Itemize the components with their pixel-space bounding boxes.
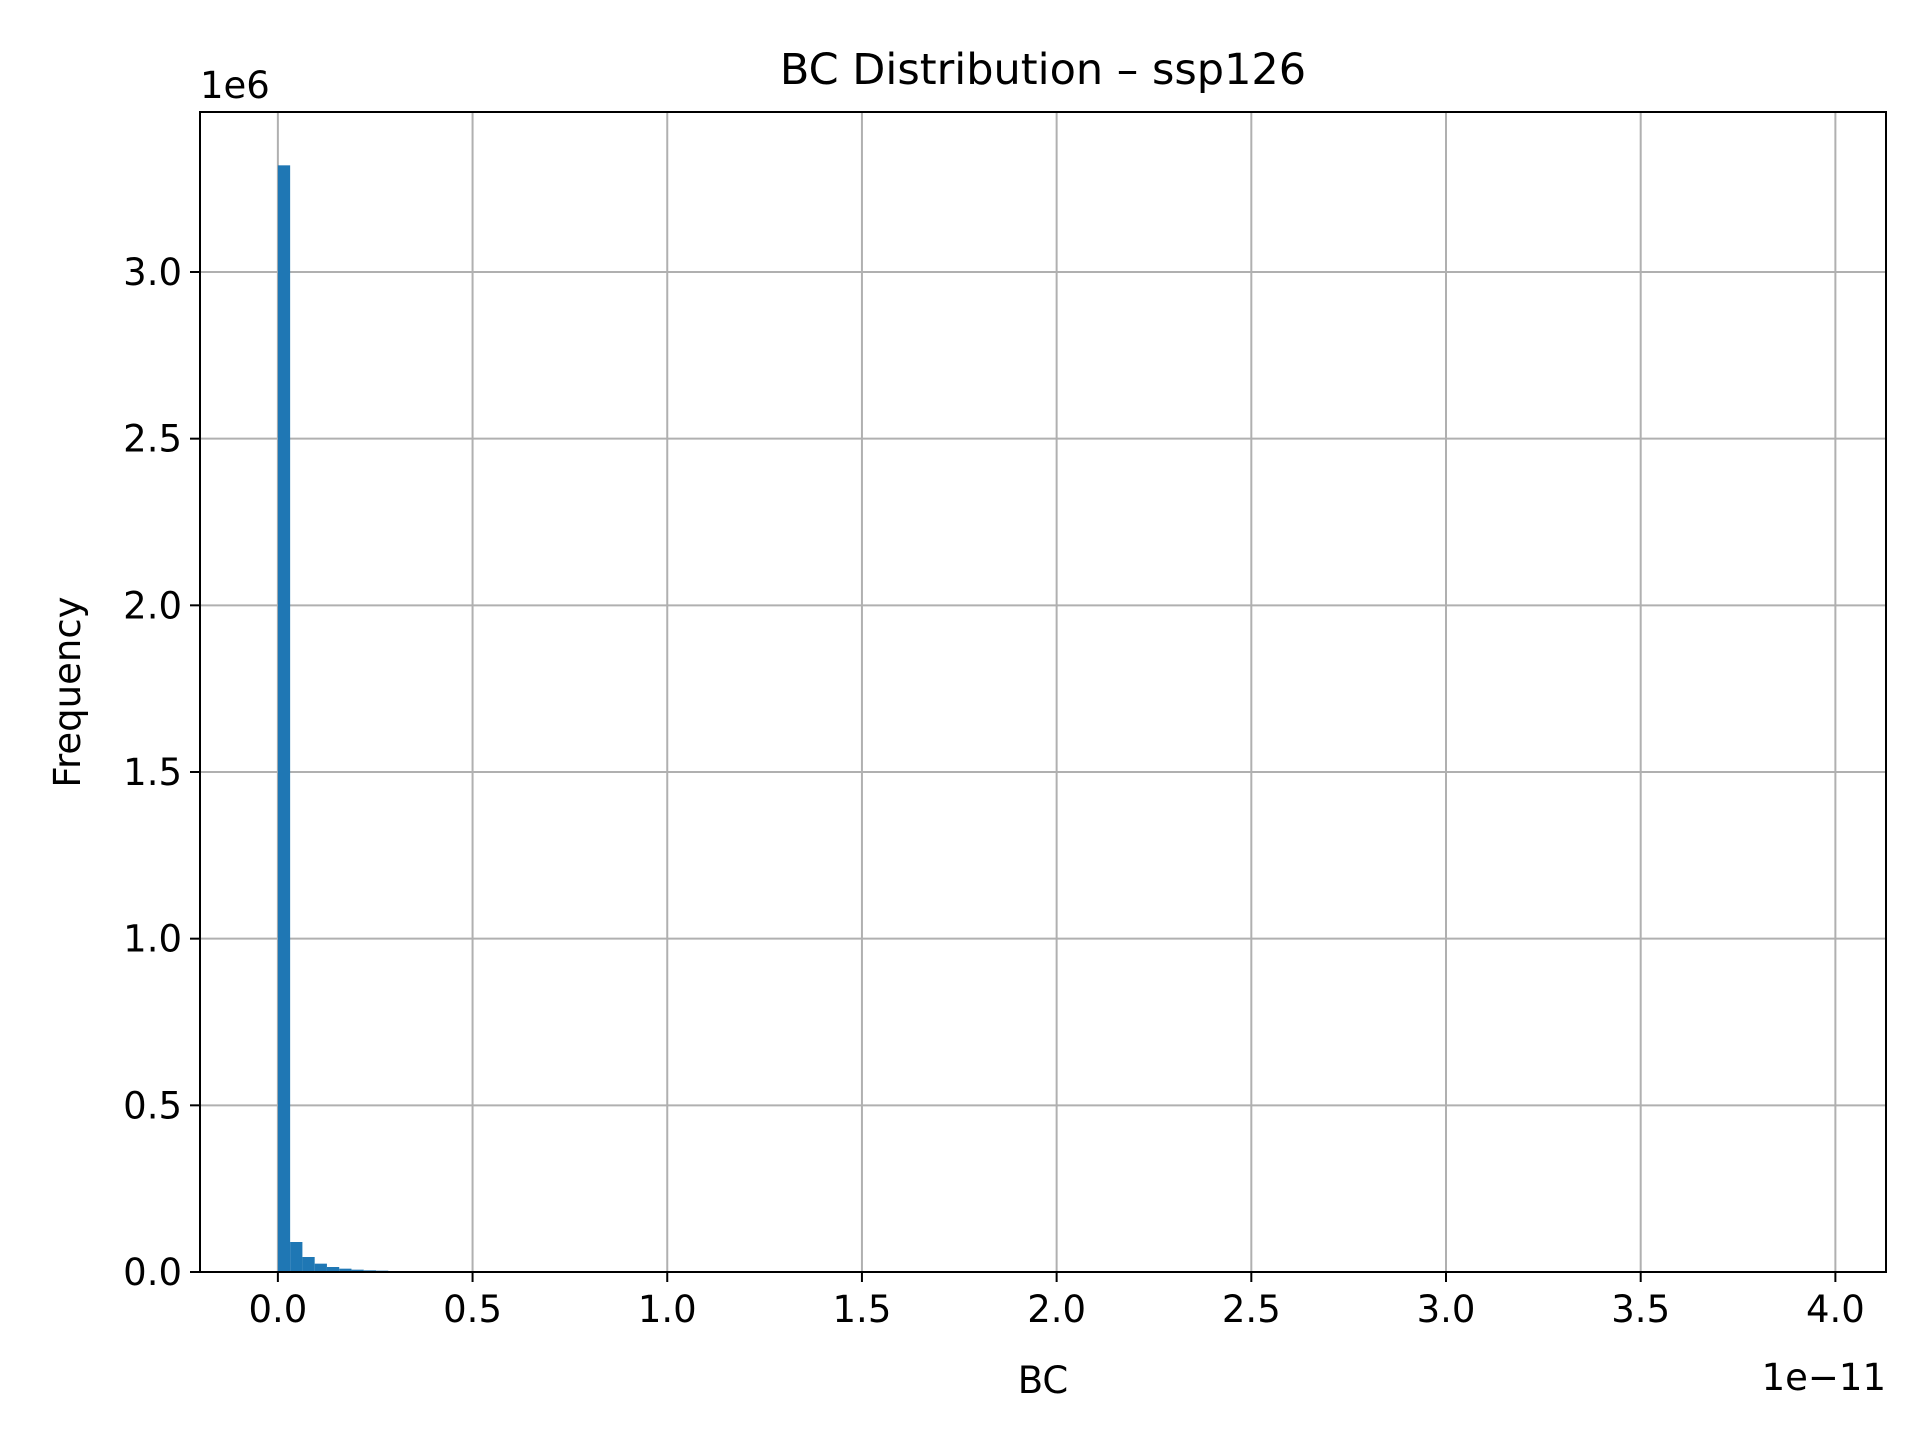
y-tick-label: 2.5: [123, 418, 182, 461]
y-tick-label: 1.0: [123, 918, 182, 961]
x-tick-label: 4.0: [1806, 1288, 1865, 1331]
y-axis-ticks: 0.0 0.5 1.0 1.5 2.0 2.5 3.0: [123, 251, 200, 1294]
y-axis-offset-label: 1e6: [200, 64, 270, 107]
x-axis-label: BC: [1018, 1359, 1069, 1402]
x-tick-label: 2.0: [1027, 1288, 1086, 1331]
histogram-bar: [314, 1263, 327, 1272]
histogram-bar: [290, 1242, 303, 1272]
y-tick-label: 2.0: [123, 584, 182, 627]
y-tick-label: 3.0: [123, 251, 182, 294]
x-tick-label: 1.0: [638, 1288, 697, 1331]
histogram-bar: [302, 1257, 315, 1272]
x-tick-label: 3.5: [1611, 1288, 1670, 1331]
histogram-bar: [339, 1268, 352, 1272]
histogram-bars: [277, 165, 401, 1272]
histogram-bar: [326, 1267, 340, 1272]
chart-title: BC Distribution – ssp126: [780, 45, 1306, 95]
histogram-bar: [277, 165, 291, 1272]
y-tick-label: 1.5: [123, 751, 182, 794]
y-tick-label: 0.0: [123, 1251, 182, 1294]
x-axis-offset-label: 1e−11: [1762, 1356, 1886, 1399]
x-tick-label: 2.5: [1222, 1288, 1281, 1331]
plot-frame: [199, 111, 1887, 1273]
x-tick-label: 0.0: [248, 1288, 307, 1331]
x-tick-label: 0.5: [443, 1288, 502, 1331]
x-tick-label: 3.0: [1417, 1288, 1476, 1331]
y-axis-label: Frequency: [46, 596, 89, 787]
y-tick-label: 0.5: [123, 1084, 182, 1127]
x-tick-label: 1.5: [833, 1288, 892, 1331]
x-axis-ticks: 0.0 0.5 1.0 1.5 2.0 2.5 3.0 3.5 4.0: [248, 1272, 1865, 1331]
histogram-bar: [351, 1269, 364, 1272]
